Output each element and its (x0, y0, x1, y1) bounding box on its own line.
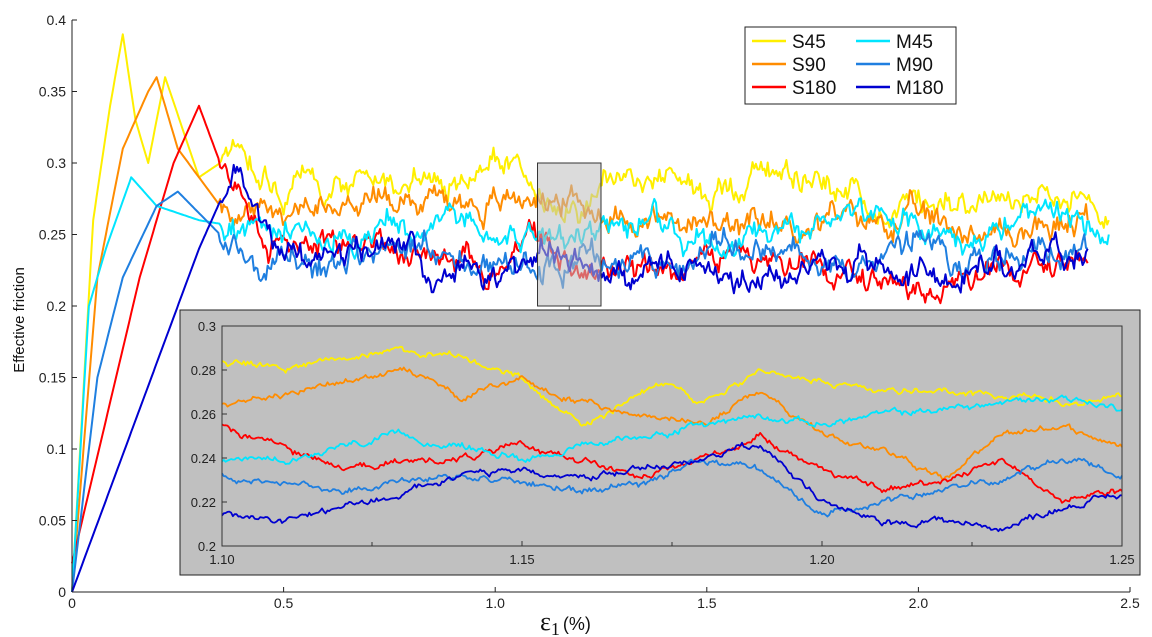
x-tick-label: 0.5 (274, 595, 294, 611)
x-axis-symbol: ε (540, 607, 551, 636)
x-tick-label: 2.5 (1120, 595, 1140, 611)
inset-background (180, 310, 1140, 575)
y-axis-label: Effective friction (11, 267, 28, 373)
y-tick-label: 0.4 (47, 12, 67, 28)
inset-y-tick-label: 0.26 (191, 407, 216, 422)
legend-label-s90: S90 (792, 55, 826, 76)
y-tick-label: 0.25 (39, 227, 66, 243)
inset-plot: 1.10 1.15 1.20 1.25 0.2 0.22 0.24 0.26 0.28 0.3 (180, 310, 1140, 575)
y-tick-label: 0 (58, 584, 66, 600)
x-tick-label: 1.5 (697, 595, 717, 611)
legend-label-s45: S45 (792, 32, 826, 53)
inset-y-tick-label: 0.2 (198, 539, 216, 554)
inset-x-tick-label: 1.25 (1109, 552, 1134, 567)
inset-x-tick-label: 1.15 (509, 552, 534, 567)
x-tick-labels: 0 0.5 1.0 1.5 2.0 2.5 (68, 587, 1140, 611)
inset-x-tick-label: 1.10 (209, 552, 234, 567)
legend-label-m180: M180 (896, 78, 944, 99)
legend-label-m45: M45 (896, 32, 933, 53)
inset-y-tick-label: 0.3 (198, 319, 216, 334)
inset-y-tick-label: 0.28 (191, 363, 216, 378)
y-tick-label: 0.2 (47, 298, 67, 314)
y-tick-label: 0.3 (47, 155, 67, 171)
x-tick-label: 1.0 (485, 595, 505, 611)
y-tick-label: 0.35 (39, 84, 66, 100)
legend-label-m90: M90 (896, 55, 933, 76)
x-tick-label: 0 (68, 595, 76, 611)
x-axis-label: ε1 (%) (540, 607, 591, 637)
zoom-highlight-box (538, 163, 601, 306)
legend-label-s180: S180 (792, 78, 836, 99)
y-tick-label: 0.1 (47, 441, 67, 457)
x-tick-label: 2.0 (909, 595, 929, 611)
inset-x-tick-label: 1.20 (809, 552, 834, 567)
x-axis-subscript: 1 (551, 619, 560, 637)
x-axis-unit: (%) (563, 614, 591, 634)
inset-y-tick-label: 0.22 (191, 495, 216, 510)
y-tick-label: 0.05 (39, 513, 66, 529)
y-tick-label: 0.15 (39, 370, 66, 386)
legend: S45 M45 S90 M90 S180 M180 (745, 27, 956, 104)
y-tick-labels: 0 0.05 0.1 0.15 0.2 0.25 0.3 0.35 0.4 (39, 12, 77, 600)
inset-y-tick-label: 0.24 (191, 451, 216, 466)
